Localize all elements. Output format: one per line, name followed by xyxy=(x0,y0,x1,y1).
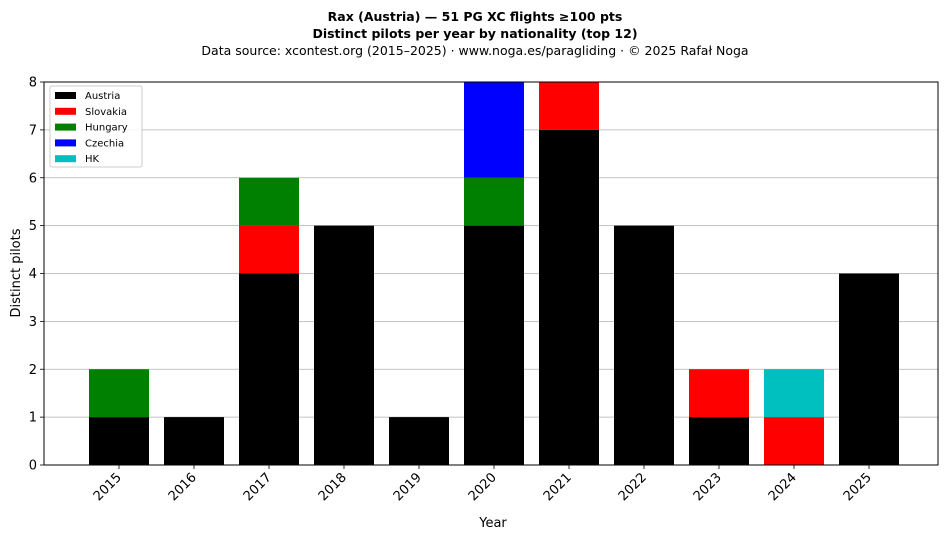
legend-label: HK xyxy=(85,154,100,165)
bar-segment-slovakia-2023 xyxy=(689,369,749,418)
legend-label: Slovakia xyxy=(85,107,127,118)
x-tick-label: 2022 xyxy=(616,470,650,504)
x-tick-label: 2024 xyxy=(766,470,800,504)
bar-segment-austria-2017 xyxy=(239,273,299,465)
legend-swatch xyxy=(55,107,76,115)
chart-subtitle: Data source: xcontest.org (2015–2025) · … xyxy=(201,43,749,58)
y-tick-label: 0 xyxy=(29,459,37,474)
bar-segment-hungary-2015 xyxy=(89,369,149,418)
bars xyxy=(89,82,899,465)
bar-segment-austria-2019 xyxy=(389,417,449,465)
y-tick-label: 2 xyxy=(29,363,37,378)
y-axis-label: Distinct pilots xyxy=(9,228,24,317)
legend-label: Austria xyxy=(85,91,120,102)
y-tick-label: 7 xyxy=(29,123,37,138)
bar-segment-hungary-2020 xyxy=(464,177,524,226)
x-tick-label: 2016 xyxy=(166,470,200,504)
x-tick-label: 2023 xyxy=(691,470,725,504)
x-tick-label: 2017 xyxy=(241,470,275,504)
legend-label: Czechia xyxy=(85,138,124,149)
bar-segment-hungary-2017 xyxy=(239,177,299,226)
legend-swatch xyxy=(55,123,76,131)
y-tick-label: 6 xyxy=(29,171,37,186)
bar-segment-slovakia-2024 xyxy=(764,417,824,465)
axes: 0 1 2 3 4 5 6 7 8 2015 2016 2017 2018 2019 2020 2021 202… xyxy=(29,76,939,504)
x-tick-label: 2020 xyxy=(466,470,500,504)
bar-segment-austria-2022 xyxy=(614,225,674,465)
x-tick-label: 2021 xyxy=(541,470,575,504)
chart-title-block: Rax (Austria) — 51 PG XC flights ≥100 pt… xyxy=(0,8,950,59)
x-tick-label: 2015 xyxy=(91,470,125,504)
y-tick-label: 3 xyxy=(29,315,37,330)
legend-box xyxy=(49,85,143,168)
y-tick-label: 1 xyxy=(29,411,37,426)
x-axis-label: Year xyxy=(478,516,507,531)
bar-segment-austria-2025 xyxy=(839,273,899,465)
x-tick-label: 2018 xyxy=(316,470,350,504)
legend-swatch xyxy=(55,155,76,163)
chart-title: Rax (Austria) — 51 PG XC flights ≥100 pt… xyxy=(327,9,623,24)
bar-segment-austria-2021 xyxy=(539,129,599,465)
plot-frame xyxy=(43,81,939,466)
bar-segment-hk-2024 xyxy=(764,369,824,418)
y-tick-label: 8 xyxy=(29,76,37,91)
legend-label: Hungary xyxy=(85,123,128,134)
y-tick-label: 5 xyxy=(29,219,37,234)
legend: Austria Slovakia Hungary Czechia HK xyxy=(49,85,143,168)
bar-segment-slovakia-2017 xyxy=(239,225,299,274)
bar-segment-slovakia-2021 xyxy=(539,82,599,130)
bar-segment-austria-2016 xyxy=(164,417,224,465)
bar-segment-austria-2023 xyxy=(689,417,749,465)
x-tick-label: 2019 xyxy=(391,470,425,504)
chart-title-line2: Distinct pilots per year by nationality … xyxy=(312,26,638,41)
y-tick-label: 4 xyxy=(29,267,37,282)
bar-segment-austria-2018 xyxy=(314,225,374,465)
bar-segment-austria-2015 xyxy=(89,417,149,465)
bar-segment-czechia-2020 xyxy=(464,82,524,178)
legend-swatch xyxy=(55,92,76,99)
x-tick-label: 2025 xyxy=(841,470,875,504)
bar-segment-austria-2020 xyxy=(464,225,524,465)
legend-swatch xyxy=(55,139,76,147)
